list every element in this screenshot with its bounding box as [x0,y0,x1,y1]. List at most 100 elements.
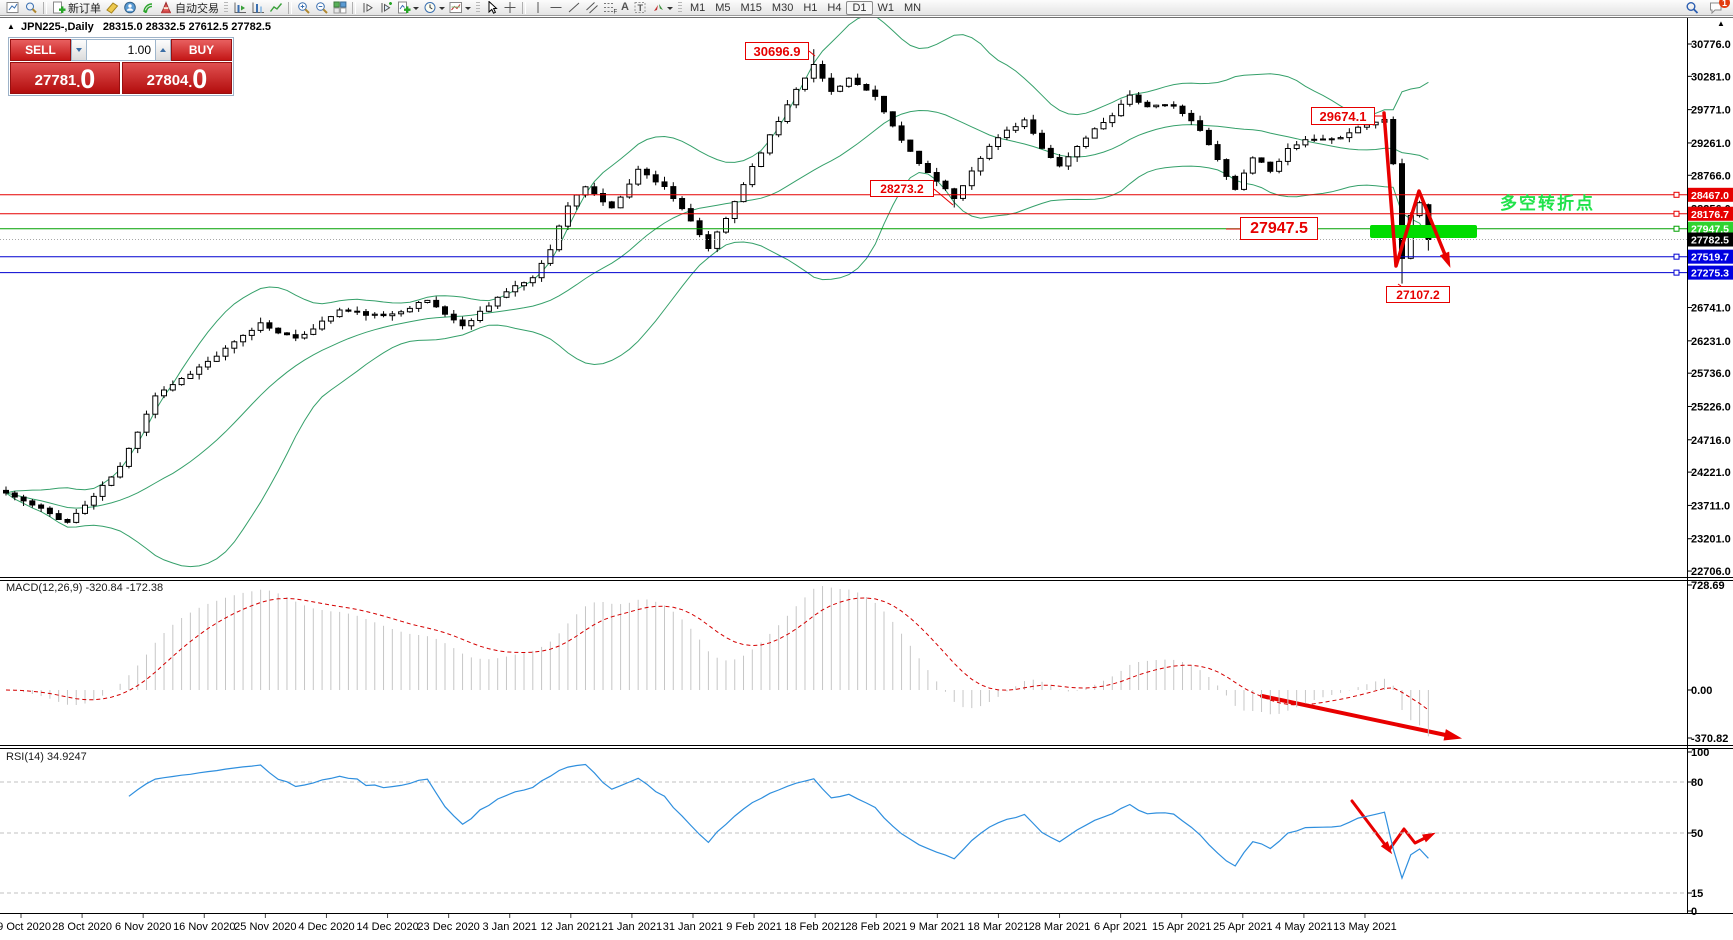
dropdown-caret [439,7,445,13]
timeframe-button-m5[interactable]: M5 [715,1,731,14]
bar-chart-shift-icon[interactable] [231,0,249,15]
fibonacci-tool-icon[interactable]: F [601,0,619,15]
chart-title: ▲ JPN225-,Daily 28315.0 28332.5 27612.5 … [7,21,271,33]
arrow-up-icon [160,45,166,52]
arrows-tool-icon [653,4,663,11]
bar-offset-icon[interactable] [249,0,267,15]
autotrade-button[interactable]: 自动交易 [157,0,221,15]
volume-increase-button[interactable] [155,39,171,61]
timeframe-button-m1[interactable]: M1 [689,1,706,14]
price-annotation[interactable]: 28273.2 [870,180,934,197]
horizontal-line-tool-icon[interactable] [547,0,565,15]
timeframe-button-w1[interactable]: W1 [877,1,895,14]
text-tool-icon[interactable]: A [621,1,629,13]
buy-button[interactable]: BUY [171,39,232,61]
zoom-in-icon[interactable] [295,0,313,15]
step-back-icon[interactable] [359,0,377,15]
svg-text:25736.0: 25736.0 [1691,368,1731,380]
price-annotation[interactable]: 30696.9 [745,42,809,60]
svg-text:14 Dec 2020: 14 Dec 2020 [356,921,418,933]
toolbar-separator [288,1,292,14]
buy-price-display[interactable]: 27804. 0 [122,62,232,94]
svg-text:6 Nov 2020: 6 Nov 2020 [115,921,171,933]
svg-text:100: 100 [1691,747,1709,759]
add-indicator-button[interactable] [395,0,421,15]
trend-arrows[interactable] [1260,111,1463,855]
svg-text:23201.0: 23201.0 [1691,534,1731,546]
channel-tool-icon[interactable] [583,0,601,15]
timeframe-button-m15[interactable]: M15 [740,1,762,14]
zoom-out-icon[interactable] [313,0,331,15]
timeframe-button-h4[interactable]: H4 [827,1,842,14]
cursor-icon[interactable] [483,0,501,15]
macd-indicator-label: MACD(12,26,9) -320.84 -172.38 [6,582,164,594]
step-forward-icon[interactable] [377,0,395,15]
svg-text:19 Oct 2020: 19 Oct 2020 [0,921,51,933]
sell-price-display[interactable]: 27781. 0 [10,62,120,94]
chat-icon[interactable]: 1 [1707,0,1730,15]
vertical-line-tool-icon[interactable] [529,0,547,15]
svg-text:80: 80 [1691,777,1703,789]
indicator-axes: 728.69 0.00 -370.82 100 80 50 15 0 [1687,580,1728,918]
svg-text:15: 15 [1691,888,1703,900]
volume-decrease-button[interactable] [71,39,87,61]
clock-icon [424,2,436,13]
highlight-zone[interactable] [1370,225,1477,238]
label-tool-icon[interactable]: T [631,0,649,15]
svg-text:28766.0: 28766.0 [1691,170,1731,182]
data-window-magnifier-icon[interactable] [22,0,40,15]
trendline-tool-icon[interactable] [565,0,583,15]
signal-icon[interactable] [139,0,157,15]
profile-icon[interactable] [121,0,139,15]
svg-text:18 Feb 2021: 18 Feb 2021 [784,921,846,933]
sell-button[interactable]: SELL [10,39,71,61]
line-chart-icon[interactable] [267,0,285,15]
sell-price-big-digit: 0 [80,64,96,94]
price-annotation[interactable]: 27947.5 [1240,217,1318,240]
collapse-trade-panel-icon[interactable]: ▲ [7,22,15,31]
bollinger-bands [5,18,1429,568]
rsi-indicator-label: RSI(14) 34.9247 [6,751,87,763]
buy-price-point: . [188,74,193,90]
svg-text:12 Jan 2021: 12 Jan 2021 [541,921,602,933]
svg-text:24716.0: 24716.0 [1691,435,1731,447]
svg-text:31 Jan 2021: 31 Jan 2021 [663,921,724,933]
new-order-button[interactable]: 新订单 [50,0,103,15]
styler-brush-icon[interactable] [103,0,121,15]
svg-text:29771.0: 29771.0 [1691,105,1731,117]
crosshair-icon[interactable] [501,0,519,15]
horizontal-level-lines[interactable] [0,191,1687,276]
period-clock-button[interactable] [421,0,447,15]
svg-text:23711.0: 23711.0 [1691,500,1730,512]
template-button[interactable] [447,0,473,15]
tile-windows-icon[interactable] [331,0,349,15]
svg-text:25226.0: 25226.0 [1691,401,1731,413]
svg-text:27519.7: 27519.7 [1691,252,1729,264]
candlestick-series [3,49,1432,524]
price-axis[interactable]: 30776.030281.029771.029261.028766.028256… [1687,39,1733,578]
svg-text:25 Apr 2021: 25 Apr 2021 [1213,921,1272,933]
svg-text:24221.0: 24221.0 [1691,467,1731,479]
volume-input[interactable] [87,39,155,61]
price-annotation[interactable]: 27107.2 [1386,286,1450,303]
chart-scale-marker-icon: ▲ [1717,19,1725,28]
timeframe-button-d1[interactable]: D1 [846,0,873,15]
timeframe-button-m30[interactable]: M30 [771,1,794,14]
svg-text:18 Mar 2021: 18 Mar 2021 [968,921,1030,933]
arrows-tool-button[interactable] [649,0,675,15]
search-icon[interactable] [1683,0,1701,15]
price-annotation[interactable]: 29674.1 [1311,107,1375,125]
buy-price-main: 27804 [146,72,189,89]
timeframe-button-h1[interactable]: H1 [803,1,818,14]
svg-text:4 Dec 2020: 4 Dec 2020 [298,921,354,933]
toolbar-grip [224,2,228,13]
timeframe-button-mn[interactable]: MN [904,1,922,14]
new-chart-icon[interactable] [4,0,22,15]
svg-text:16 Nov 2020: 16 Nov 2020 [173,921,235,933]
turning-point-note[interactable]: 多空转折点 [1500,194,1595,213]
main-toolbar: 新订单 自动交易 F A T M1 M5 M15 M30 H1 H4 D1 W1 MN [0,0,1733,16]
toolbar-grip [476,2,480,13]
